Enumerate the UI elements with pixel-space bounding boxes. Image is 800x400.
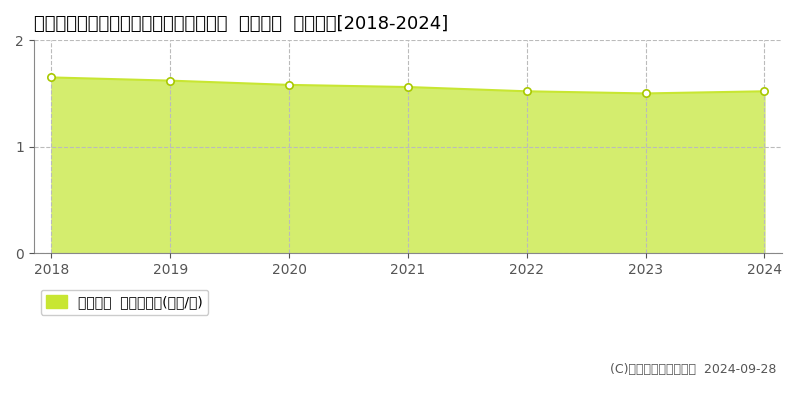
Point <box>402 84 414 90</box>
Point <box>758 88 771 94</box>
Point <box>639 90 652 97</box>
Point <box>45 74 58 81</box>
Point <box>164 78 177 84</box>
Legend: 基準地価  平均坤単価(万円/坤): 基準地価 平均坤単価(万円/坤) <box>41 290 208 315</box>
Point <box>282 82 295 88</box>
Text: (C)土地価格ドットコム  2024-09-28: (C)土地価格ドットコム 2024-09-28 <box>610 363 776 376</box>
Text: 北海道寿都郡寿都町字新栄町２４１番２  基準地価  地価推移[2018-2024]: 北海道寿都郡寿都町字新栄町２４１番２ 基準地価 地価推移[2018-2024] <box>34 15 448 33</box>
Point <box>520 88 533 94</box>
